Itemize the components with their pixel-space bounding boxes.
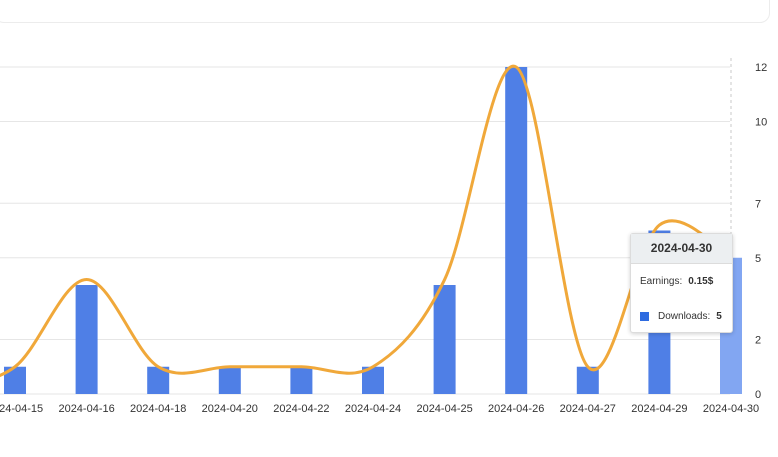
x-tick-label: 2024-04-16 [58, 403, 114, 415]
x-tick-label: 2024-04-30 [703, 403, 759, 415]
x-tick-label: 2024-04-24 [345, 403, 401, 415]
top-card [0, 0, 770, 23]
x-tick-label: 2024-04-29 [631, 403, 687, 415]
x-tick-label: 2024-04-18 [130, 403, 186, 415]
tooltip-title: 2024-04-30 [631, 234, 732, 264]
y-tick-label: 2 [755, 335, 761, 347]
bar [218, 366, 241, 394]
tooltip-downloads-value: 5 [716, 311, 722, 322]
tooltip-earnings-label: Earnings: [640, 276, 683, 287]
x-tick-label: 2024-04-26 [488, 403, 544, 415]
x-tick-label: 2024-04-25 [416, 403, 472, 415]
x-axis-ticks: 2024-04-15 2024-04-16 2024-04-18 2024-04-20… [0, 403, 759, 415]
x-tick-label: 2024-04-27 [560, 403, 616, 415]
downloads-marker-icon [640, 312, 649, 321]
bar [147, 366, 170, 394]
bar [576, 366, 599, 394]
bar [4, 366, 26, 394]
tooltip-downloads: Downloads: 5 [640, 311, 722, 322]
y-tick-label: 7 [755, 198, 761, 210]
y-tick-label: 10 [755, 117, 767, 129]
bars [4, 67, 742, 394]
bar [290, 366, 313, 394]
tooltip-earnings: Earnings: 0.15$ [640, 276, 713, 287]
tooltip-downloads-label: Downloads: [658, 311, 711, 322]
grid [0, 58, 732, 395]
x-tick-label: 2024-04-22 [273, 403, 329, 415]
bar [362, 366, 384, 394]
earnings-line [0, 64, 733, 377]
tooltip-earnings-value: 0.15$ [688, 276, 714, 287]
bar [505, 67, 528, 394]
bar [433, 285, 456, 394]
y-tick-label: 0 [755, 389, 761, 401]
x-tick-label: 2024-04-20 [202, 403, 258, 415]
earnings-line-path [0, 64, 733, 377]
x-tick-label: 2024-04-15 [0, 403, 43, 415]
bar [75, 285, 98, 394]
y-tick-label: 12 [755, 62, 767, 74]
y-tick-label: 5 [755, 253, 761, 265]
y-axis-ticks: 0 2 5 7 10 12 [755, 62, 767, 401]
tooltip: 2024-04-30 Earnings: 0.15$ Downloads: 5 [630, 233, 733, 333]
